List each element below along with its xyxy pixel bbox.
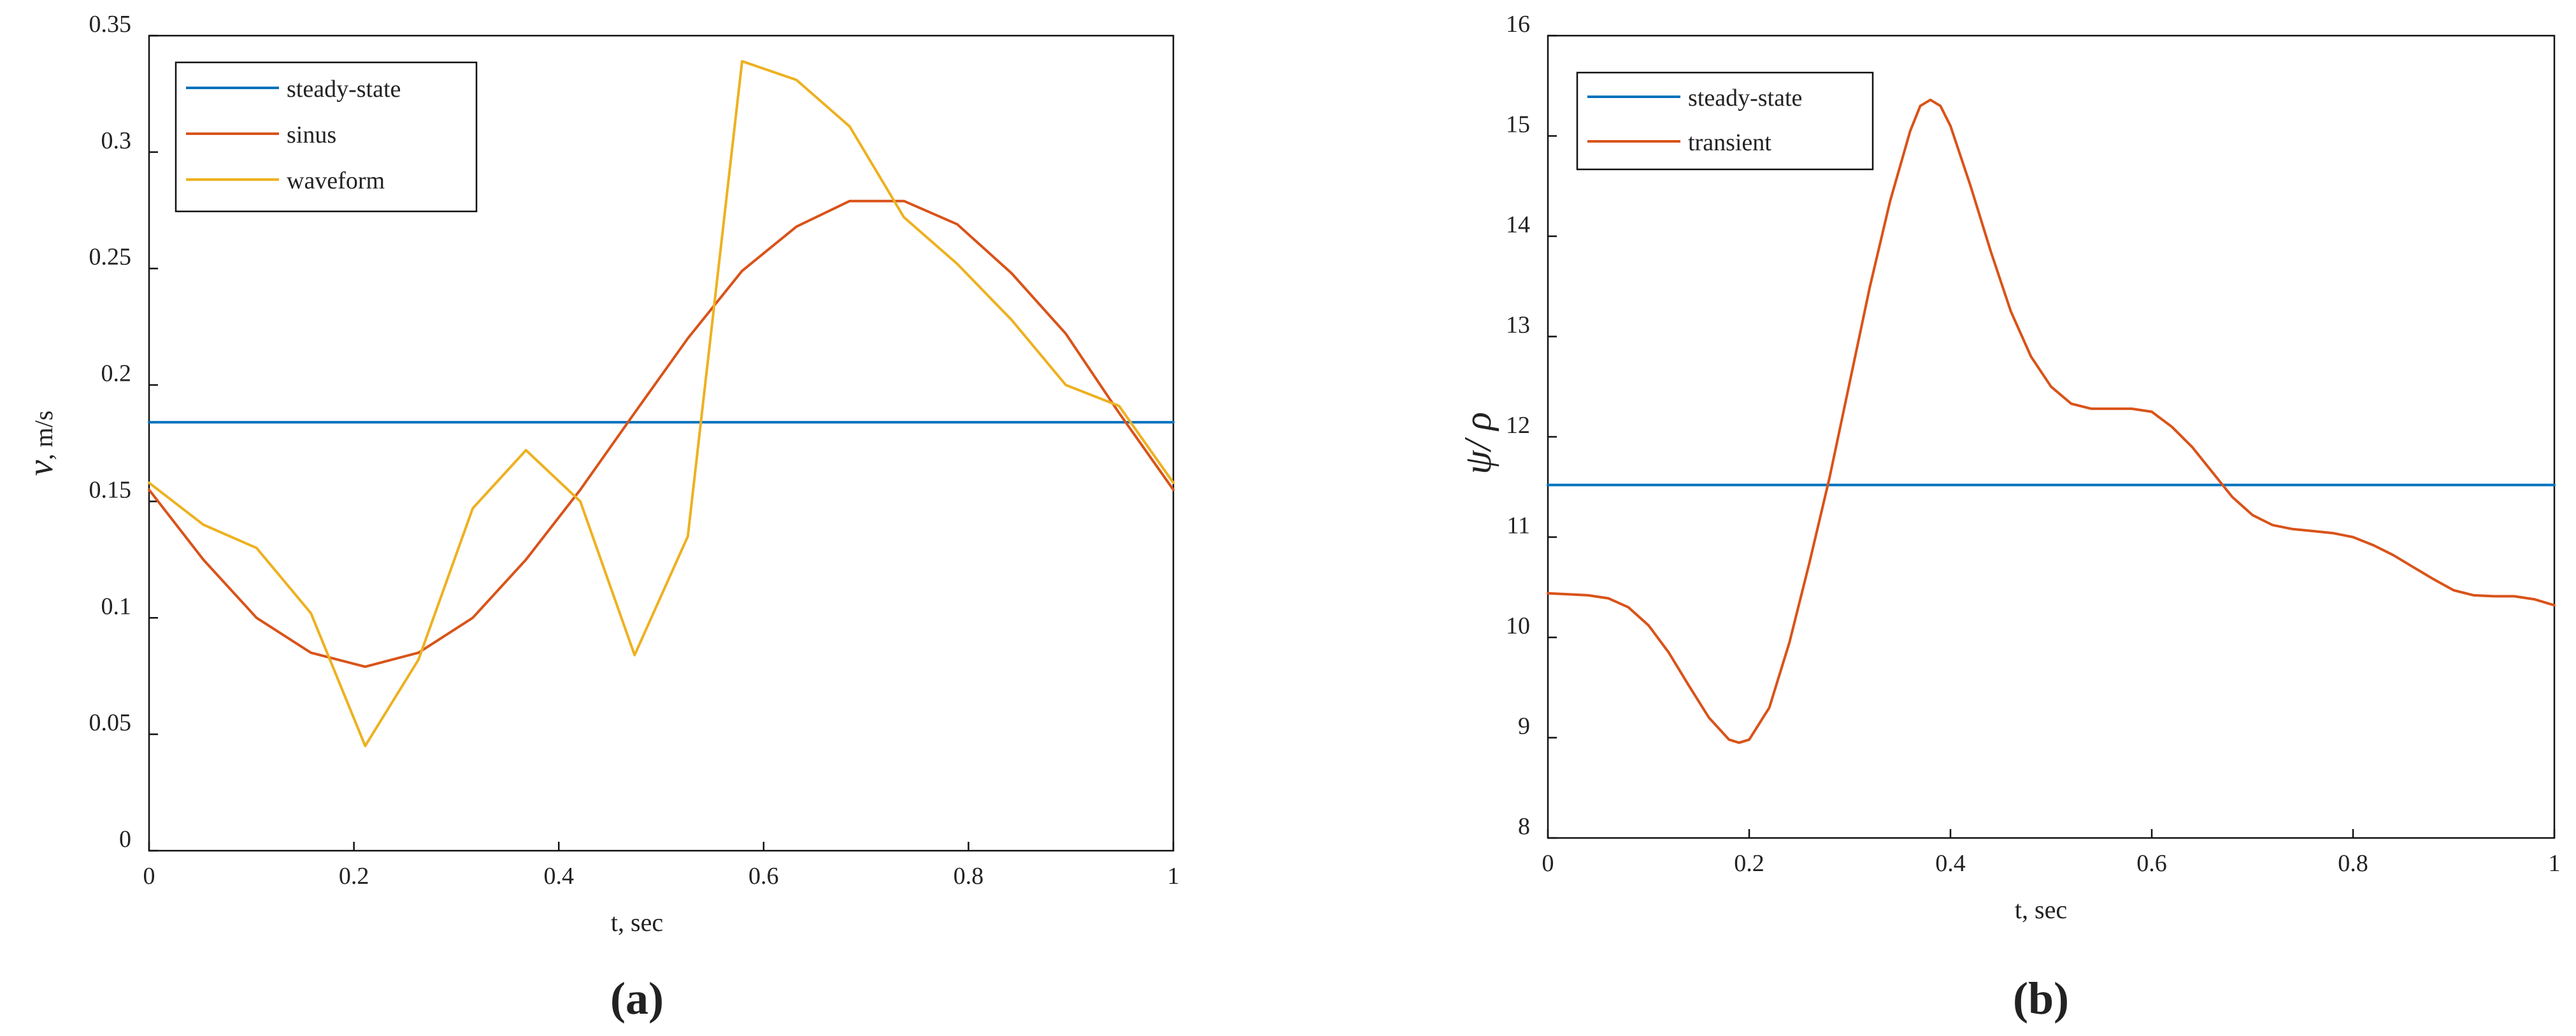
series-line-waveform-a <box>148 60 1175 748</box>
x-tick-label-b: 0.6 <box>2136 850 2167 877</box>
y-axis-unit-a: , m/s <box>29 411 58 460</box>
y-tick-label-a: 0.25 <box>89 244 132 271</box>
x-tick-label-a: 0.4 <box>543 863 574 890</box>
ticks-b: 0 0.2 0.4 0.6 0.8 1 8 9 10 11 12 13 14 15 16 <box>1506 11 2561 877</box>
y-tick-label-a: 0.05 <box>89 709 132 736</box>
y-tick-label-b: 10 <box>1506 613 1530 639</box>
x-tick-label-b: 0.2 <box>1734 850 1764 877</box>
series-lines-b <box>1547 98 2556 744</box>
x-tick-label-a: 0 <box>143 863 155 890</box>
x-tick-label-b: 1 <box>2549 850 2561 877</box>
legend-label-transient-b: transient <box>1688 129 1771 156</box>
y-tick-label-a: 0.35 <box>89 11 132 38</box>
y-tick-label-b: 15 <box>1506 111 1530 138</box>
x-axis-label-b: t, sec <box>2015 895 2067 924</box>
x-axis-label-a: t, sec <box>611 908 663 937</box>
legend-box-b <box>1576 71 1874 171</box>
y-axis-symbol-a: v <box>21 460 61 476</box>
legend-label-steady-state-a: steady-state <box>287 76 401 103</box>
x-tick-label-a: 0.2 <box>339 863 369 890</box>
legend-a: steady-state sinus waveform <box>175 61 478 213</box>
y-tick-label-a: 0.2 <box>101 360 132 387</box>
y-tick-label-b: 12 <box>1506 412 1530 439</box>
series-line-transient-b <box>1547 98 2556 744</box>
y-tick-label-a: 0.15 <box>89 476 132 503</box>
x-tick-label-b: 0.4 <box>1935 850 1966 877</box>
panel-label-a: (a) <box>610 973 664 1024</box>
y-tick-label-a: 0 <box>119 826 131 853</box>
y-tick-label-a: 0.3 <box>101 127 132 154</box>
x-tick-label-a: 0.6 <box>748 863 779 890</box>
y-tick-label-b: 16 <box>1506 11 1530 38</box>
y-tick-label-b: 14 <box>1506 211 1530 238</box>
series-line-sinus-a <box>148 199 1175 669</box>
plot-area-a <box>148 34 1175 852</box>
y-axis-label-b: ψ/ ρ <box>1457 412 1499 474</box>
panel-label-b: (b) <box>2013 973 2069 1024</box>
y-tick-label-b: 9 <box>1518 713 1530 740</box>
x-tick-label-a: 0.8 <box>954 863 984 890</box>
legend-label-sinus-a: sinus <box>287 122 336 148</box>
legend-label-waveform-a: waveform <box>287 167 385 194</box>
ticks-a: 0 0.2 0.4 0.6 0.8 1 0 0.05 0.1 0.15 0.2 0.25 0.3 0.35 <box>89 11 1180 890</box>
series-lines-a <box>148 60 1175 748</box>
x-tick-label-a: 1 <box>1168 863 1180 890</box>
legend-b: steady-state transient <box>1576 71 1874 171</box>
legend-label-steady-state-b: steady-state <box>1688 85 1802 111</box>
chart-panel-b: 0 0.2 0.4 0.6 0.8 1 8 9 10 11 12 13 14 15 16 steady-st… <box>1457 11 2561 1024</box>
y-axis-label-a: v, m/s <box>21 411 61 476</box>
chart-panel-a: 0 0.2 0.4 0.6 0.8 1 0 0.05 0.1 0.15 0.2 0.25 0.3 0.35… <box>21 11 1180 1024</box>
svg-text:v, m/s: v, m/s <box>21 411 61 476</box>
y-tick-label-b: 11 <box>1506 513 1530 539</box>
x-tick-label-b: 0.8 <box>2338 850 2368 877</box>
x-tick-label-b: 0 <box>1542 850 1554 877</box>
y-tick-label-b: 13 <box>1506 312 1530 339</box>
y-tick-label-a: 0.1 <box>101 593 132 620</box>
y-tick-label-b: 8 <box>1518 813 1530 840</box>
